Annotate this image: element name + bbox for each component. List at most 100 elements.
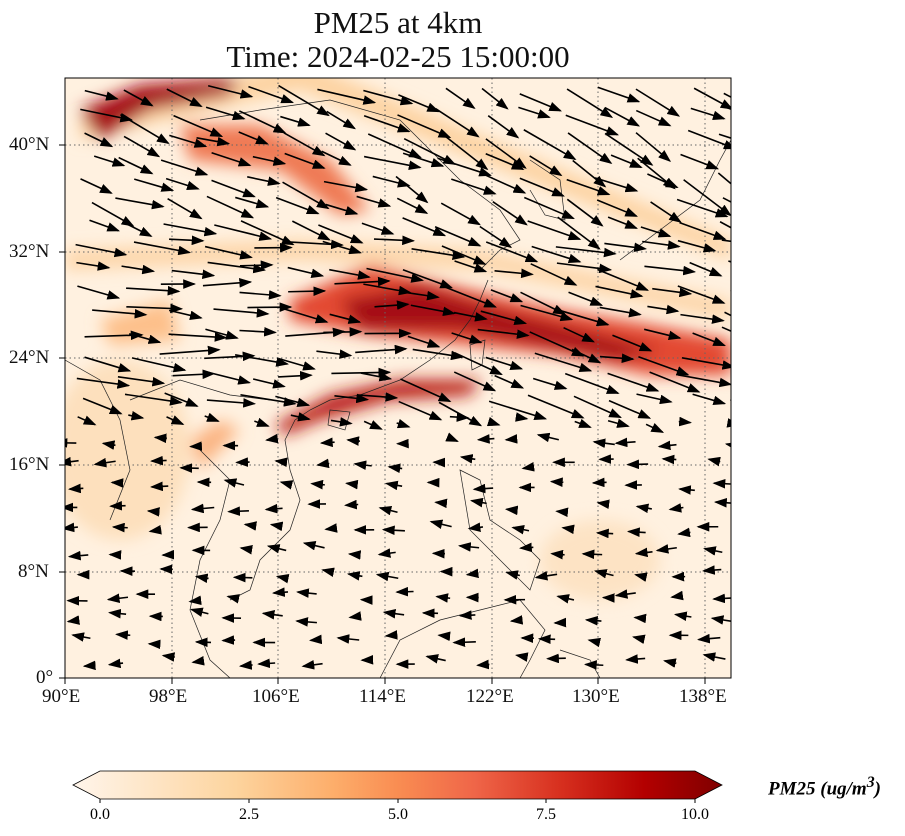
wind-arrow xyxy=(77,285,121,300)
wind-arrow xyxy=(319,437,335,448)
wind-arrow xyxy=(204,245,253,260)
wind-arrow xyxy=(687,129,731,150)
wind-arrow xyxy=(485,153,525,170)
wind-arrow xyxy=(677,239,717,253)
wind-arrow xyxy=(561,524,575,535)
wind-arrow xyxy=(702,565,722,575)
x-tick-label: 114°E xyxy=(359,686,406,707)
wind-arrow xyxy=(425,654,446,664)
wind-arrow xyxy=(527,220,582,241)
wind-arrow xyxy=(398,94,440,113)
wind-arrow xyxy=(581,549,603,560)
y-tick-label: 16°N xyxy=(9,454,50,475)
wind-arrow xyxy=(635,109,672,127)
wind-arrow xyxy=(301,660,323,670)
wind-arrow xyxy=(357,392,399,402)
wind-arrow xyxy=(511,525,530,535)
wind-arrow xyxy=(537,634,556,644)
wind-arrow xyxy=(472,483,494,494)
wind-arrow xyxy=(668,503,684,513)
wind-arrow xyxy=(702,652,726,662)
wind-arrow xyxy=(378,505,398,516)
wind-arrow xyxy=(65,456,79,467)
wind-arrow xyxy=(107,658,124,669)
wind-arrow xyxy=(172,369,216,380)
wind-arrow xyxy=(670,590,684,601)
wind-arrow xyxy=(126,303,184,314)
wind-arrow xyxy=(265,433,279,444)
wind-arrow xyxy=(366,267,425,283)
wind-arrow xyxy=(480,310,528,326)
wind-arrow xyxy=(454,351,503,376)
wind-arrow xyxy=(724,311,731,317)
wind-arrow xyxy=(205,106,246,121)
wind-arrow xyxy=(282,181,330,210)
wind-arrow xyxy=(458,610,476,620)
wind-arrow xyxy=(324,523,338,533)
wind-arrow xyxy=(608,399,652,419)
wind-arrow xyxy=(453,371,497,392)
wind-arrow xyxy=(206,195,255,219)
wind-arrow xyxy=(712,593,731,604)
wind-arrow xyxy=(234,353,289,367)
wind-arrow xyxy=(733,157,778,187)
wind-arrow xyxy=(597,86,641,103)
wind-arrow xyxy=(82,397,123,415)
wind-arrow xyxy=(382,608,405,619)
wind-arrow xyxy=(679,221,727,240)
wind-arrow xyxy=(329,268,371,280)
wind-arrow xyxy=(395,586,414,597)
wind-arrow xyxy=(607,418,630,428)
wind-arrow xyxy=(71,632,91,642)
wind-arrow xyxy=(75,243,128,258)
wind-arrow xyxy=(204,412,220,422)
wind-arrow xyxy=(634,547,653,558)
map-field xyxy=(65,78,787,678)
wind-arrow xyxy=(211,152,252,167)
wind-arrow xyxy=(572,159,607,188)
wind-arrow xyxy=(435,107,480,138)
wind-arrow xyxy=(254,417,270,427)
wind-arrow xyxy=(483,173,527,194)
wind-arrow xyxy=(325,132,357,151)
wind-arrow xyxy=(722,197,731,203)
wind-arrow xyxy=(164,392,199,407)
wind-arrow xyxy=(214,224,273,241)
wind-arrow xyxy=(356,195,392,208)
wind-arrow xyxy=(591,477,607,488)
wind-arrow xyxy=(635,132,672,162)
wind-arrow xyxy=(279,480,294,490)
wind-arrow xyxy=(363,114,411,133)
wind-arrow xyxy=(532,377,568,390)
wind-arrow xyxy=(710,615,731,625)
wind-arrow xyxy=(527,394,585,419)
wind-arrow xyxy=(403,290,440,301)
wind-arrow xyxy=(111,522,128,533)
wind-arrow xyxy=(402,152,445,168)
wind-arrow xyxy=(604,106,641,127)
wind-arrow xyxy=(573,395,622,419)
wind-arrow xyxy=(733,373,787,394)
wind-arrow xyxy=(287,266,325,278)
wind-arrow xyxy=(494,268,534,279)
wind-arrow xyxy=(257,658,276,669)
wind-arrow xyxy=(707,456,721,467)
wind-arrow xyxy=(412,348,464,361)
wind-arrow xyxy=(481,87,509,110)
wind-arrow xyxy=(67,550,89,561)
colorbar-tick-label: 0.0 xyxy=(90,806,110,823)
wind-arrow xyxy=(278,370,313,381)
x-tick-label: 130°E xyxy=(572,686,620,707)
wind-arrow xyxy=(76,261,111,271)
wind-arrow xyxy=(523,196,575,220)
wind-arrow xyxy=(435,593,451,603)
wind-arrow xyxy=(322,240,363,255)
wind-arrow xyxy=(117,376,166,387)
wind-arrow xyxy=(632,634,646,644)
wind-arrow xyxy=(243,521,257,531)
wind-arrow xyxy=(519,177,565,197)
wind-arrow xyxy=(367,133,422,159)
wind-arrow xyxy=(677,527,691,538)
wind-arrow xyxy=(444,286,497,308)
wind-arrow xyxy=(247,176,281,186)
